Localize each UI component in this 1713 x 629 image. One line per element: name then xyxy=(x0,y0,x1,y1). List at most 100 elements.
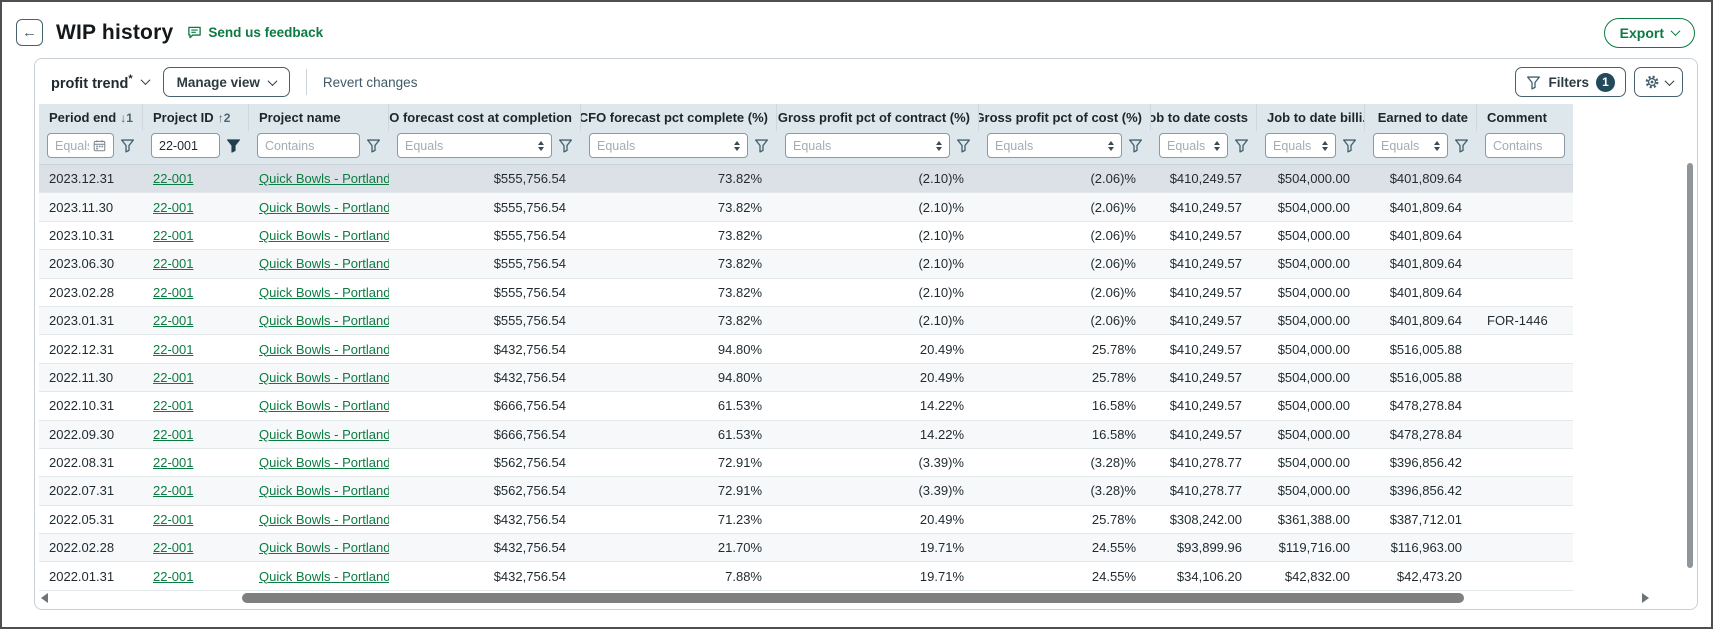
cell-link[interactable]: Quick Bowls - Portland xyxy=(259,511,389,527)
manage-view-button[interactable]: Manage view xyxy=(162,67,290,97)
filter-funnel-icon[interactable] xyxy=(956,138,971,153)
settings-button[interactable] xyxy=(1634,67,1683,97)
cell-link[interactable]: 22-001 xyxy=(153,341,194,357)
revert-changes-link[interactable]: Revert changes xyxy=(322,74,418,90)
column-header[interactable]: Project name xyxy=(249,104,389,131)
filter-input[interactable] xyxy=(265,138,352,153)
filter-operator-select[interactable]: Equals xyxy=(589,133,748,158)
filter-funnel-icon[interactable] xyxy=(1128,138,1143,153)
column-label: CFO forecast cost at completion xyxy=(389,110,572,125)
table-row[interactable]: 2022.12.31 22-001 Quick Bowls - Portland $4… xyxy=(39,335,1573,364)
table-row[interactable]: 2022.01.31 22-001 Quick Bowls - Portland $4… xyxy=(39,562,1573,591)
view-selector[interactable]: profit trend* xyxy=(51,73,151,91)
cell-link[interactable]: Quick Bowls - Portland xyxy=(259,313,389,329)
cell-link[interactable]: Quick Bowls - Portland xyxy=(259,256,389,272)
cell-link[interactable]: Quick Bowls - Portland xyxy=(259,455,389,471)
filter-input[interactable] xyxy=(1493,138,1557,153)
cell-link[interactable]: 22-001 xyxy=(153,483,194,499)
cell: 7.88% xyxy=(725,568,762,584)
filter-funnel-icon[interactable] xyxy=(754,138,769,153)
feedback-link[interactable]: Send us feedback xyxy=(187,25,323,40)
column-header[interactable]: CFO forecast pct complete (%) xyxy=(581,104,777,131)
cell-link[interactable]: Quick Bowls - Portland xyxy=(259,540,389,556)
cell-link[interactable]: 22-001 xyxy=(153,227,194,243)
cell-link[interactable]: 22-001 xyxy=(153,199,194,215)
column-header[interactable]: CFO forecast cost at completion xyxy=(389,104,581,131)
column-header[interactable]: Period end ↓1 xyxy=(39,104,143,131)
cell-link[interactable]: Quick Bowls - Portland xyxy=(259,171,389,187)
column-header[interactable]: Gross profit pct of cost (%) xyxy=(979,104,1151,131)
filter-funnel-icon[interactable] xyxy=(120,138,135,153)
scroll-left-arrow-icon[interactable] xyxy=(41,593,48,603)
column-label: Period end xyxy=(49,110,117,125)
cell-link[interactable]: Quick Bowls - Portland xyxy=(259,369,389,385)
filter-operator-select[interactable]: Equals xyxy=(1265,133,1336,158)
filter-funnel-icon[interactable] xyxy=(366,138,381,153)
column-header[interactable]: Job to date billi... xyxy=(1257,104,1365,131)
column-header[interactable]: Project ID ↑2 xyxy=(143,104,249,131)
vertical-scrollbar-thumb[interactable] xyxy=(1687,163,1693,569)
filter-operator-select[interactable]: Equals xyxy=(785,133,950,158)
cell-link[interactable]: Quick Bowls - Portland xyxy=(259,341,389,357)
table-row[interactable]: 2022.10.31 22-001 Quick Bowls - Portland $6… xyxy=(39,392,1573,421)
filters-button[interactable]: Filters 1 xyxy=(1515,67,1626,97)
cell-link[interactable]: Quick Bowls - Portland xyxy=(259,199,389,215)
cell-link[interactable]: 22-001 xyxy=(153,171,194,187)
column-header[interactable]: Comment xyxy=(1477,104,1573,131)
cell-link[interactable]: 22-001 xyxy=(153,256,194,272)
filter-operator-select[interactable]: Equals xyxy=(987,133,1122,158)
table-row[interactable]: 2022.09.30 22-001 Quick Bowls - Portland $6… xyxy=(39,420,1573,449)
spinner-icon xyxy=(1434,140,1440,151)
vertical-scrollbar[interactable] xyxy=(1687,163,1693,585)
filter-funnel-icon-active[interactable] xyxy=(226,138,241,153)
cell-link[interactable]: 22-001 xyxy=(153,568,194,584)
filter-funnel-icon[interactable] xyxy=(1342,138,1357,153)
filter-input[interactable] xyxy=(55,138,89,153)
horizontal-scrollbar[interactable] xyxy=(41,592,1649,604)
cell-link[interactable]: Quick Bowls - Portland xyxy=(259,227,389,243)
horizontal-scrollbar-track[interactable] xyxy=(52,593,1638,603)
cell-link[interactable]: Quick Bowls - Portland xyxy=(259,483,389,499)
table-row[interactable]: 2022.08.31 22-001 Quick Bowls - Portland $5… xyxy=(39,448,1573,478)
table-row[interactable]: 2023.10.31 22-001 Quick Bowls - Portland $5… xyxy=(39,221,1573,251)
cell-link[interactable]: 22-001 xyxy=(153,455,194,471)
filter-input[interactable] xyxy=(159,138,212,153)
scroll-right-arrow-icon[interactable] xyxy=(1642,593,1649,603)
table-row[interactable]: 2023.01.31 22-001 Quick Bowls - Portland $5… xyxy=(39,306,1573,336)
cell-link[interactable]: 22-001 xyxy=(153,369,194,385)
table-row[interactable]: 2023.06.30 22-001 Quick Bowls - Portland $5… xyxy=(39,250,1573,279)
back-button[interactable]: ← xyxy=(16,19,43,46)
cell: $93,899.96 xyxy=(1176,540,1242,556)
table-row[interactable]: 2022.07.31 22-001 Quick Bowls - Portland $5… xyxy=(39,477,1573,506)
filter-operator-select[interactable]: Equals xyxy=(1373,133,1448,158)
filter-funnel-icon[interactable] xyxy=(1454,138,1469,153)
cell-link[interactable]: Quick Bowls - Portland xyxy=(259,568,389,584)
table-row[interactable]: 2023.02.28 22-001 Quick Bowls - Portland $5… xyxy=(39,278,1573,307)
cell-link[interactable]: 22-001 xyxy=(153,398,194,414)
cell: $555,756.54 xyxy=(493,199,566,215)
cell-link[interactable]: Quick Bowls - Portland xyxy=(259,426,389,442)
column-header[interactable]: Gross profit pct of contract (%) xyxy=(777,104,979,131)
filter-funnel-icon[interactable] xyxy=(1234,138,1249,153)
cell-link[interactable]: 22-001 xyxy=(153,284,194,300)
table-row[interactable]: 2023.11.30 22-001 Quick Bowls - Portland $5… xyxy=(39,193,1573,222)
cell-link[interactable]: 22-001 xyxy=(153,313,194,329)
cell-link[interactable]: 22-001 xyxy=(153,540,194,556)
cell: $432,756.54 xyxy=(493,568,566,584)
column-header[interactable]: Earned to date xyxy=(1365,104,1477,131)
filter-funnel-icon[interactable] xyxy=(558,138,573,153)
filter-operator-select[interactable]: Equals xyxy=(397,133,552,158)
horizontal-scrollbar-thumb[interactable] xyxy=(242,593,1464,603)
cell-link[interactable]: 22-001 xyxy=(153,511,194,527)
export-button[interactable]: Export xyxy=(1603,17,1695,48)
filter-operator-select[interactable]: Equals xyxy=(1159,133,1228,158)
cell-link[interactable]: Quick Bowls - Portland xyxy=(259,398,389,414)
table-row[interactable]: 2023.12.31 22-001 Quick Bowls - Portland $5… xyxy=(39,165,1573,194)
cell-link[interactable]: 22-001 xyxy=(153,426,194,442)
table-row[interactable]: 2022.05.31 22-001 Quick Bowls - Portland $4… xyxy=(39,505,1573,535)
table-row[interactable]: 2022.11.30 22-001 Quick Bowls - Portland $4… xyxy=(39,363,1573,393)
cell-link[interactable]: Quick Bowls - Portland xyxy=(259,284,389,300)
column-header[interactable]: Job to date costs xyxy=(1151,104,1257,131)
wip-history-panel: profit trend* Manage view Revert changes… xyxy=(34,58,1698,610)
table-row[interactable]: 2022.02.28 22-001 Quick Bowls - Portland $4… xyxy=(39,534,1573,563)
